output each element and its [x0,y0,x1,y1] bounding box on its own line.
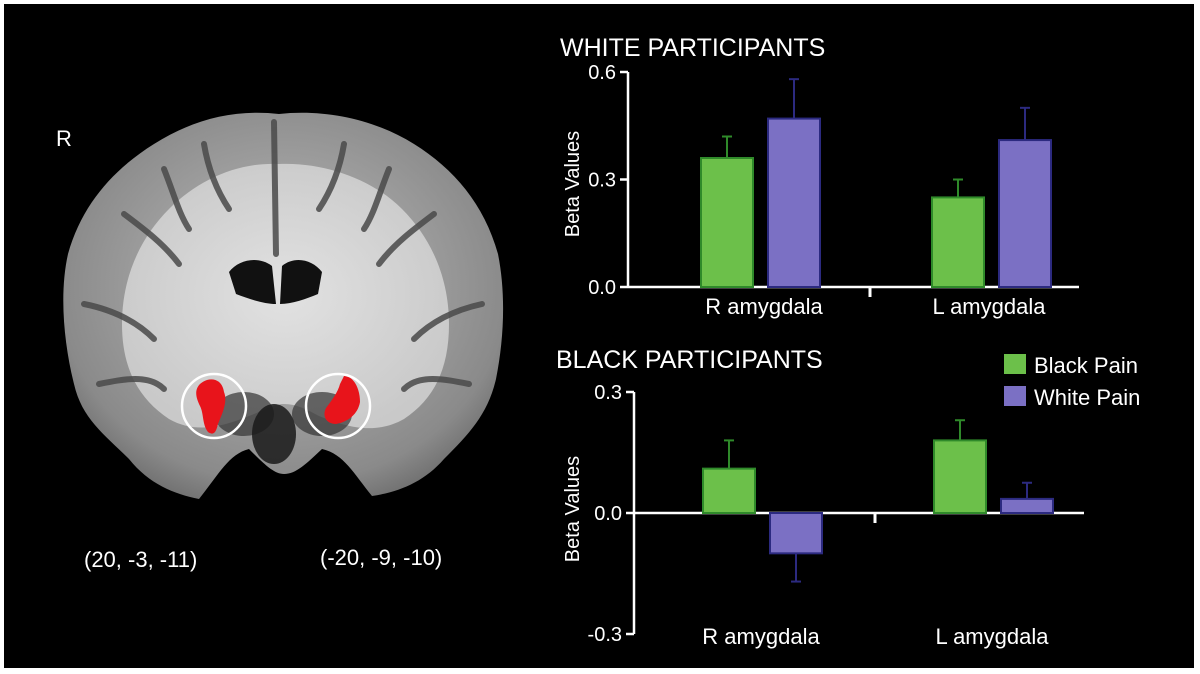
bar-white-pain [998,139,1052,288]
legend-swatch [1004,386,1026,406]
category-label: L amygdala [933,294,1047,319]
figure-panel: R (20, -3, -11) (-20, -9, -10) WHITE PAR… [4,4,1194,668]
category-label: R amygdala [702,624,820,649]
legend-swatch [1004,354,1026,374]
bar-black-pain [933,439,987,514]
sulci [81,119,485,392]
chart-title: BLACK PARTICIPANTS [556,346,823,374]
y-axis-label: Beta Values [562,131,584,237]
y-axis-label: Beta Values [562,456,584,562]
legend-label: White Pain [1034,385,1140,410]
coordinate-label-right: (20, -3, -11) [84,547,197,572]
ventricles [229,260,322,304]
amygdala-activation-r [196,379,226,434]
y-tick-label: 0.3 [588,170,616,192]
category-label: R amygdala [705,294,823,319]
white-participants-chart: WHITE PARTICIPANTS Beta Values 0.6 0.3 0.0 R … [560,34,1079,319]
amygdala-activation-l [324,376,360,424]
amygdala-highlight-right-hemisphere [180,372,248,440]
amygdala-circle-r [180,372,248,440]
bar-white-pain [767,117,821,289]
legend-label: Black Pain [1034,353,1138,378]
coordinate-label-left: (-20, -9, -10) [320,545,442,570]
bar-black-pain [702,467,756,514]
bar-black-pain [931,196,985,289]
y-tick-label: 0.0 [594,503,622,525]
black-participants-chart: BLACK PARTICIPANTS Beta Values 0.3 0.0 -0.3 R… [556,346,1084,649]
legend: Black Pain White Pain [1004,353,1140,410]
brain-mri-image: R (20, -3, -11) (-20, -9, -10) [56,112,504,572]
y-tick-label: 0.6 [588,62,616,84]
amygdala-highlight-left-hemisphere [304,372,372,440]
amygdala-circle-l [304,372,372,440]
bar-charts: WHITE PARTICIPANTS Beta Values 0.6 0.3 0.0 R … [556,34,1140,649]
brainstem-gap [252,404,296,464]
bar-black-pain [700,157,754,288]
chart-title: WHITE PARTICIPANTS [560,34,825,62]
bar-white-pain [769,512,823,555]
bar-white-pain [1000,497,1054,514]
y-tick-label: 0.3 [594,382,622,404]
y-tick-label: 0.0 [588,277,616,299]
hemisphere-label: R [56,126,72,151]
y-tick-label: -0.3 [588,624,622,646]
category-label: L amygdala [936,624,1050,649]
